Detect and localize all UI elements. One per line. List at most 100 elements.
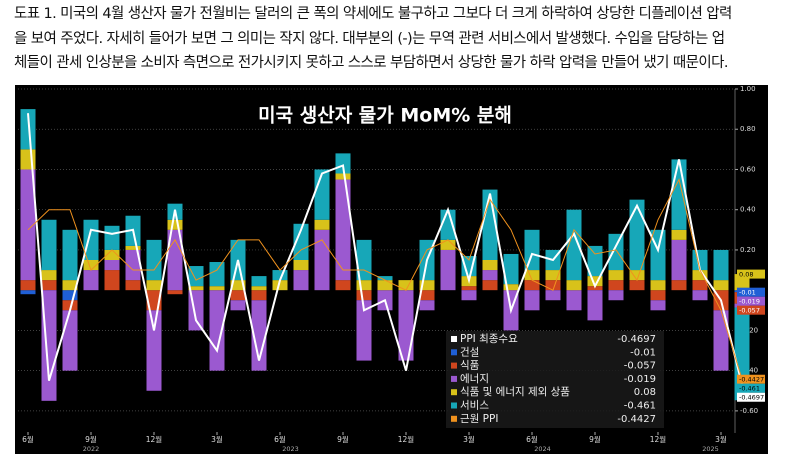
x-tick-label: 3월 bbox=[463, 434, 475, 444]
bar-segment bbox=[230, 280, 246, 291]
bar-segment bbox=[377, 276, 393, 281]
chart-title: 미국 생산자 물가 MoM% 분해 bbox=[258, 105, 512, 127]
x-tick-label: 6월 bbox=[526, 434, 538, 444]
legend-swatch bbox=[451, 336, 457, 342]
bar-segment bbox=[356, 290, 372, 301]
bar-segment bbox=[482, 270, 498, 281]
y-tick-label: 0.60 bbox=[740, 165, 756, 173]
bar-segment bbox=[377, 280, 393, 291]
bar-segment bbox=[608, 233, 624, 271]
legend-value: -0.461 bbox=[624, 401, 656, 412]
bar-segment bbox=[125, 280, 141, 291]
end-tag bbox=[737, 269, 765, 279]
x-tick-label: 12월 bbox=[146, 434, 163, 444]
x-tick-label: 6월 bbox=[22, 434, 34, 444]
end-tag-label: 0.08 bbox=[739, 271, 753, 279]
bar-segment bbox=[545, 280, 561, 291]
bar-segment bbox=[83, 260, 99, 271]
bar-segment bbox=[293, 260, 309, 271]
bar-segment bbox=[566, 280, 582, 291]
bar-segment bbox=[167, 290, 183, 295]
end-tag bbox=[737, 374, 765, 384]
bar-segment bbox=[314, 219, 330, 230]
bar-segment bbox=[20, 280, 36, 291]
bar-segment bbox=[713, 310, 729, 371]
bar-segment bbox=[356, 280, 372, 291]
end-tag bbox=[737, 287, 765, 297]
bar-segment bbox=[209, 262, 225, 287]
line-series bbox=[27, 113, 743, 385]
legend-swatch bbox=[451, 415, 457, 422]
bar-segment bbox=[713, 249, 729, 281]
bar-segment bbox=[650, 290, 666, 301]
bar-segment bbox=[314, 169, 330, 220]
bar-segment bbox=[20, 169, 36, 281]
y-tick-label: 0.20 bbox=[740, 246, 756, 254]
bar-segment bbox=[629, 270, 645, 281]
legend-swatch bbox=[451, 389, 457, 396]
bar-segment bbox=[41, 270, 57, 281]
caption-line: 을 보여 주었다. 자세히 들어가 보면 그 의미는 작지 않다. 대부분의 (… bbox=[14, 30, 725, 47]
bar-segment bbox=[692, 270, 708, 281]
year-label: 2025 bbox=[702, 445, 719, 453]
bar-segment bbox=[62, 290, 78, 301]
bar-segment bbox=[20, 290, 36, 295]
bar-segment bbox=[503, 253, 519, 285]
y-tick-label: 1.00 bbox=[740, 85, 756, 93]
bar-segment bbox=[335, 173, 351, 180]
legend-value: -0.019 bbox=[624, 374, 656, 385]
bar-segment bbox=[41, 280, 57, 291]
bar-segment bbox=[104, 249, 120, 260]
x-tick-label: 9월 bbox=[589, 434, 601, 444]
bar-segment bbox=[335, 280, 351, 291]
bar-segment bbox=[20, 109, 36, 150]
legend-label: 건설 bbox=[460, 346, 479, 358]
bar-segment bbox=[125, 249, 141, 281]
bar-segment bbox=[41, 219, 57, 271]
year-label: 2024 bbox=[534, 445, 551, 453]
end-tag bbox=[737, 296, 765, 306]
bar-segment bbox=[83, 270, 99, 291]
bar-segment bbox=[587, 276, 603, 287]
bar-segment bbox=[440, 239, 456, 250]
caption-line: 도표 1. 미국의 4월 생산자 물가 전월비는 달러의 큰 폭의 약세에도 불… bbox=[14, 6, 732, 22]
bar-segment bbox=[629, 280, 645, 291]
legend-box bbox=[446, 331, 664, 428]
legend-label: 식품 및 에너지 제외 상품 bbox=[460, 386, 570, 398]
bar-segment bbox=[146, 280, 162, 291]
bar-segment bbox=[524, 229, 540, 271]
bar-segment bbox=[461, 286, 477, 291]
end-tag bbox=[737, 383, 765, 393]
bar-segment bbox=[461, 290, 477, 301]
bar-segment bbox=[398, 280, 414, 291]
y-tick-label: 0.80 bbox=[740, 125, 756, 133]
bar-segment bbox=[20, 149, 36, 170]
y-tick-label: 0.40 bbox=[740, 206, 756, 214]
caption: 도표 1. 미국의 4월 생산자 물가 전월비는 달러의 큰 폭의 약세에도 불… bbox=[14, 2, 794, 76]
bar-segment bbox=[692, 280, 708, 291]
bar-segment bbox=[524, 280, 540, 291]
bar-segment bbox=[671, 280, 687, 291]
bar-segment bbox=[104, 260, 120, 271]
legend-value: -0.01 bbox=[630, 347, 656, 358]
end-tag-label: -0.461 bbox=[739, 385, 760, 393]
bar-segment bbox=[251, 300, 267, 371]
bar-segment bbox=[629, 199, 645, 271]
legend-value: 0.08 bbox=[634, 387, 656, 398]
bar-segment bbox=[545, 270, 561, 281]
bar-segment bbox=[188, 286, 204, 291]
bar-segment bbox=[41, 290, 57, 401]
legend-label: 식품 bbox=[460, 360, 480, 372]
year-label: 2023 bbox=[282, 445, 299, 453]
bar-segment bbox=[356, 300, 372, 361]
legend-value: -0.057 bbox=[624, 361, 656, 372]
end-tag-label: -0.019 bbox=[739, 298, 760, 306]
end-tag-label: -0.4697 bbox=[739, 394, 764, 402]
bar-segment bbox=[104, 270, 120, 291]
bar-segment bbox=[62, 310, 78, 371]
bar-segment bbox=[566, 290, 582, 311]
bar-segment bbox=[335, 179, 351, 281]
caption-line: 체들이 관세 인상분을 소비자 측면으로 전가시키지 못하고 스스로 부담하면서… bbox=[14, 55, 728, 71]
bar-segment bbox=[440, 249, 456, 291]
